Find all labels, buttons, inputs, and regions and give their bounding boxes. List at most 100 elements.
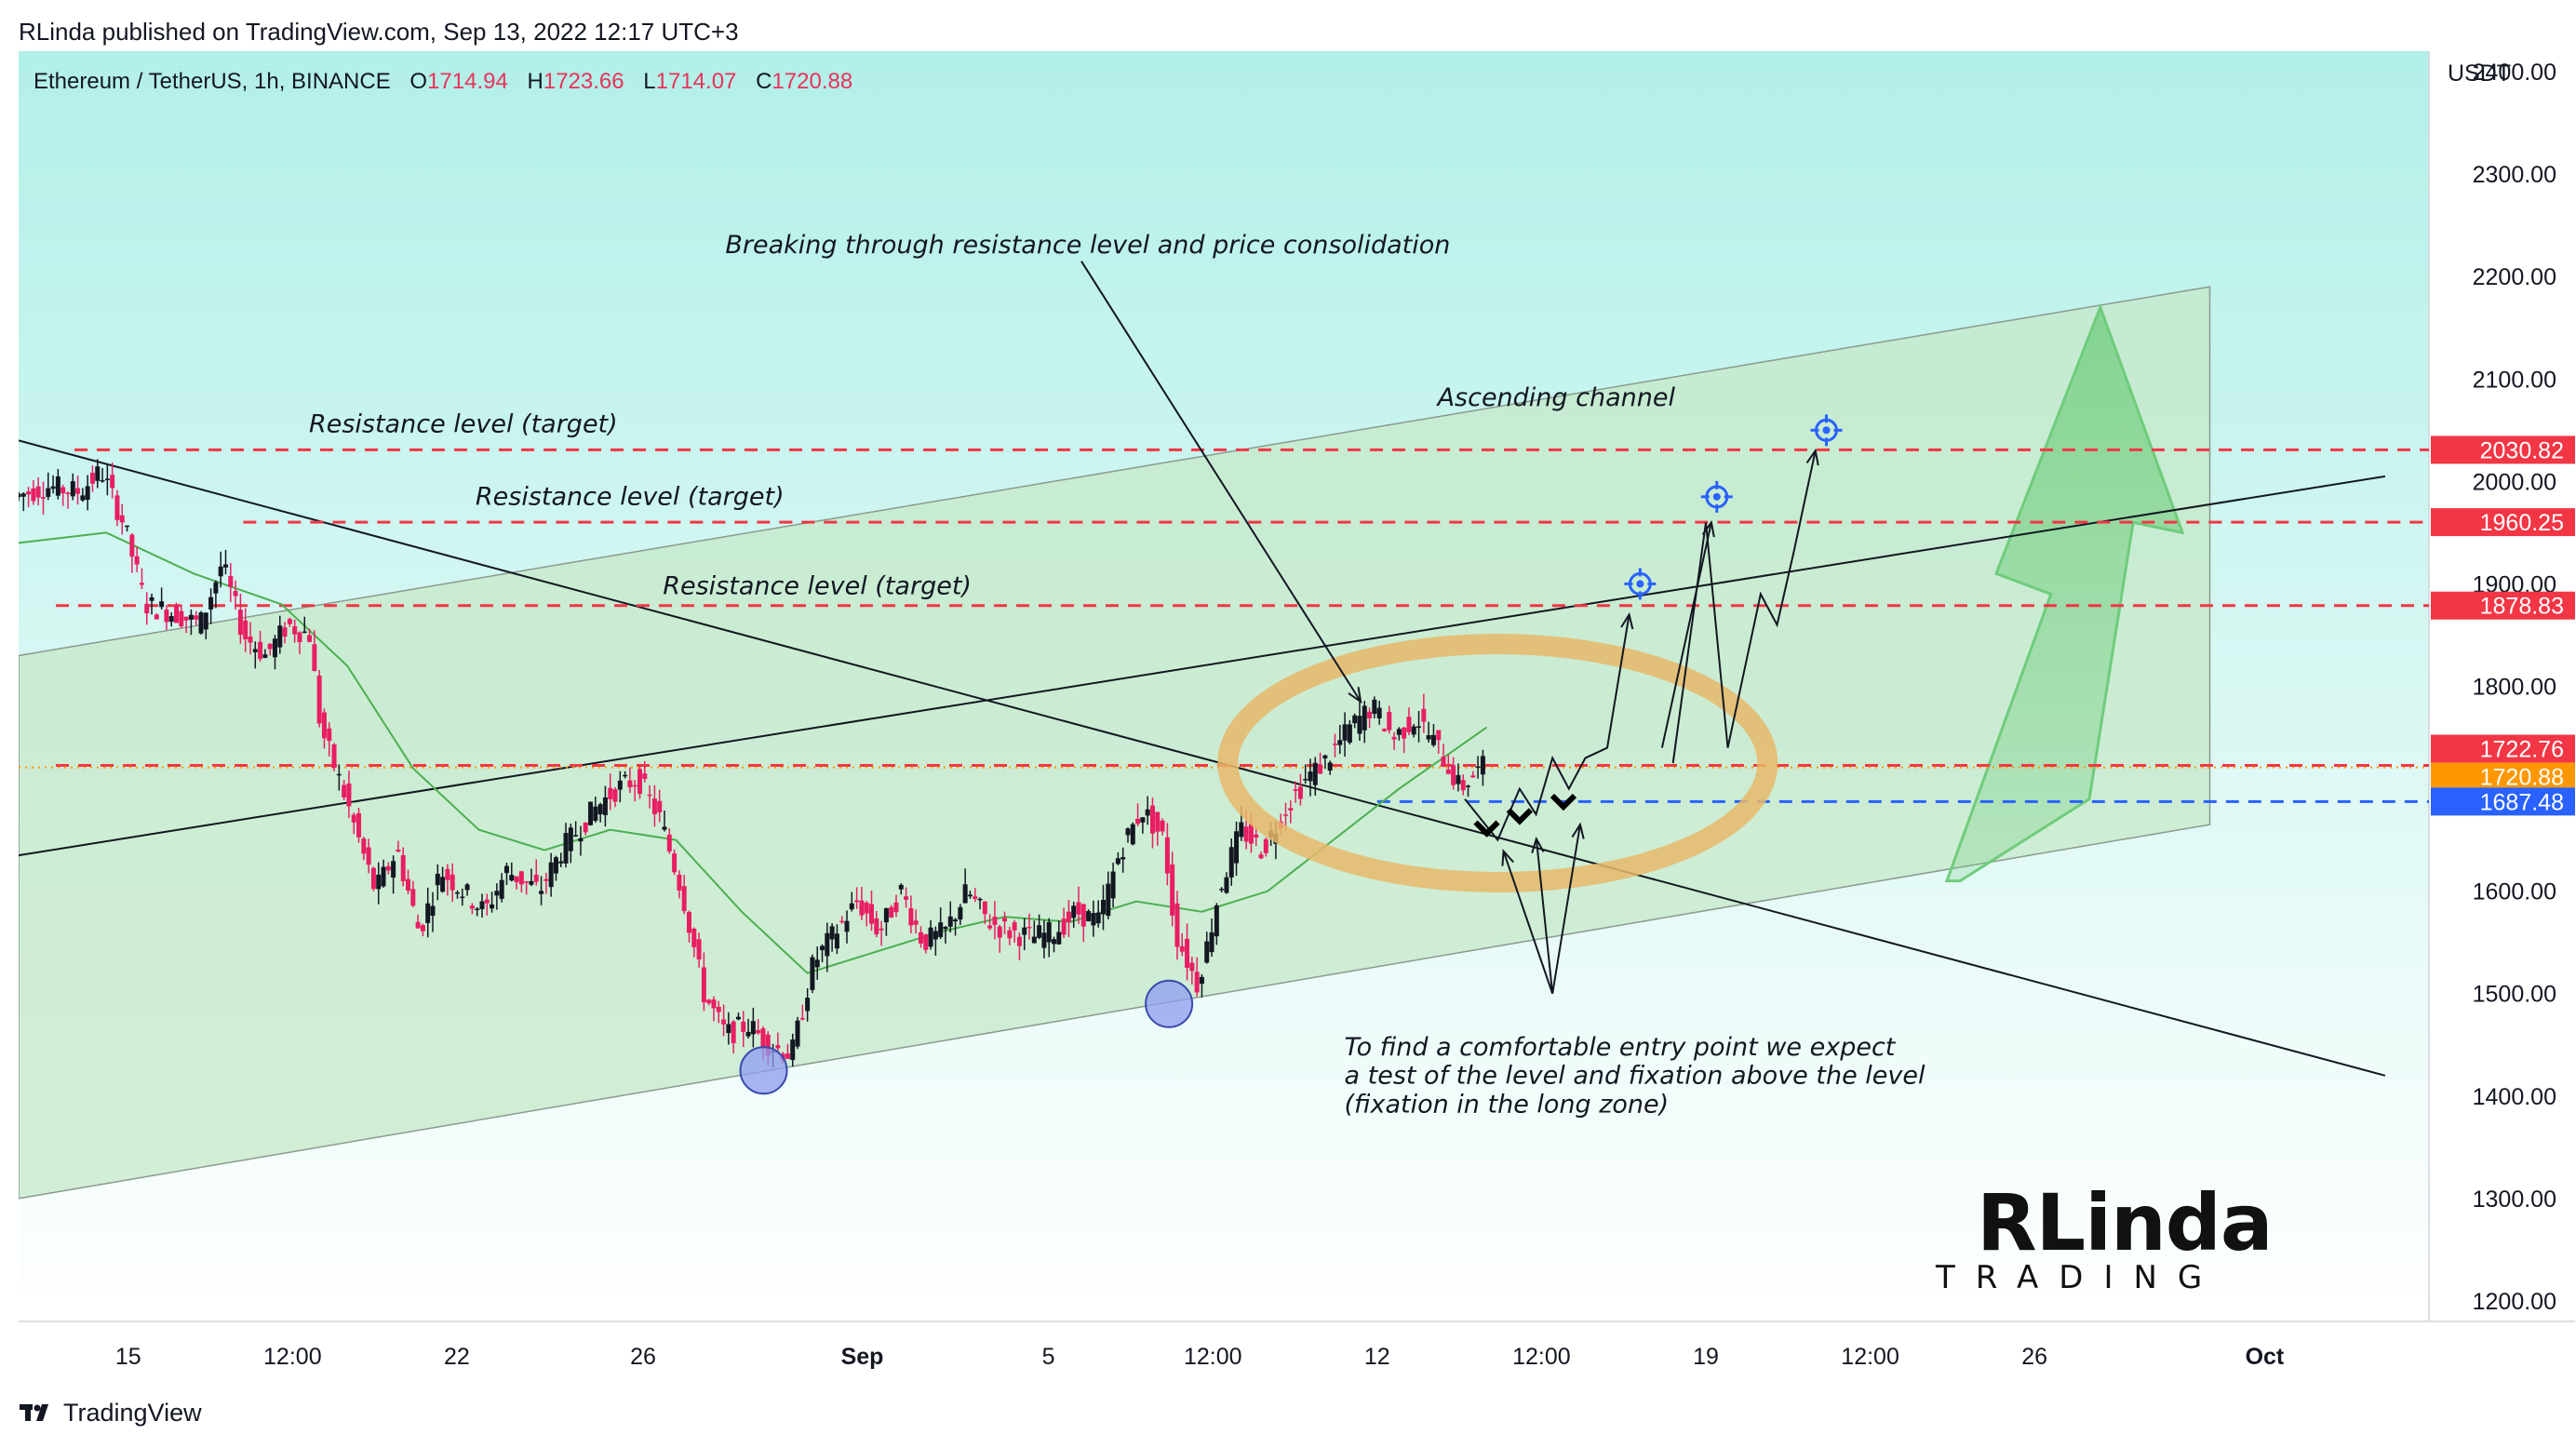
price-chart[interactable]: 1200.00 1300.00 1400.00 1500.00 1600.00 1800.… <box>19 51 2575 1382</box>
candle-body <box>1239 822 1244 838</box>
candle-body <box>125 525 130 528</box>
candle-body <box>258 641 263 660</box>
candle-body <box>879 928 884 931</box>
candle-body <box>1456 774 1461 784</box>
symbol-label[interactable]: Ethereum / TetherUS, 1h, BINANCE <box>34 69 391 94</box>
y-tick-label: 2300.00 <box>2473 162 2556 188</box>
candle-body <box>662 826 667 830</box>
candle-body <box>435 873 440 886</box>
candle-body <box>65 492 71 495</box>
candle-body <box>539 891 544 894</box>
candle-body <box>987 925 993 929</box>
candle-body <box>731 1021 736 1043</box>
candle-body <box>967 894 973 897</box>
low-key: L <box>643 69 656 94</box>
candle-body <box>1052 939 1057 945</box>
candle-body <box>1199 976 1204 985</box>
candle-body <box>1135 818 1141 825</box>
candle-body <box>760 1028 766 1048</box>
candle-body <box>1362 705 1367 731</box>
candle-body <box>114 495 120 520</box>
candle-body <box>218 566 223 577</box>
candle-body <box>593 806 598 821</box>
candle-body <box>1170 864 1175 916</box>
candle-body <box>46 488 51 497</box>
candle-body <box>627 780 633 788</box>
candle-body <box>932 931 938 940</box>
projection-path-c-line <box>1660 522 1712 748</box>
candle-body <box>1263 838 1268 853</box>
chart-frame[interactable]: 1200.00 1300.00 1400.00 1500.00 1600.00 1800.… <box>19 51 2575 1382</box>
candle-body <box>370 867 376 890</box>
swing-low-marker <box>1145 979 1194 1028</box>
candle-body <box>962 884 968 904</box>
close-value: 1720.88 <box>771 69 853 94</box>
candle-body <box>558 861 564 864</box>
candle-body <box>1421 708 1427 722</box>
candle-body <box>814 959 820 968</box>
candle-body <box>1347 724 1352 743</box>
rlinda-logo-sub: TRADING <box>1936 1259 2223 1296</box>
chevron-down-icon <box>1506 808 1533 825</box>
candle-body <box>1322 755 1328 758</box>
candle-body <box>1091 913 1096 926</box>
candle-body <box>844 920 850 932</box>
price-badge-bg <box>2431 591 2575 620</box>
candle-body <box>1470 775 1476 778</box>
candle-body <box>464 884 470 891</box>
x-tick-label: 12:00 <box>263 1344 322 1370</box>
candle-body <box>243 620 248 639</box>
entry-note-line-3: (fixation in the long zone) <box>1345 1090 1670 1119</box>
candle-body <box>484 899 490 904</box>
candle-body <box>1406 717 1412 732</box>
candle-body <box>228 575 234 587</box>
candle-body <box>1002 918 1008 922</box>
candle-body <box>297 632 302 642</box>
breakout-pointer-line <box>1080 261 1362 703</box>
resistance-note-2: Resistance level (target) <box>476 483 785 512</box>
candle-body <box>223 564 229 568</box>
x-tick-label: 12:00 <box>1841 1344 1899 1370</box>
candle-body <box>938 922 944 937</box>
candle-body <box>1430 734 1436 745</box>
target-dot <box>1822 426 1831 435</box>
candle-body <box>1145 809 1150 816</box>
candle-body <box>928 927 933 947</box>
candle-body <box>992 916 998 925</box>
candle-body <box>642 773 648 779</box>
candle-body <box>237 610 243 636</box>
candle-body <box>1352 715 1358 724</box>
candle-body <box>958 906 963 920</box>
channel-note: Ascending channel <box>1436 383 1676 412</box>
candle-body <box>1041 932 1047 948</box>
projection-arrow-icon <box>1805 448 1819 466</box>
candle-body <box>1445 769 1451 774</box>
high-key: H <box>527 69 543 94</box>
candle-body <box>89 473 95 484</box>
candle-body <box>321 712 327 739</box>
projection-arrow-icon <box>1620 611 1634 630</box>
candle-body <box>366 847 371 865</box>
candle-body <box>1224 877 1229 893</box>
candle-body <box>553 857 558 874</box>
x-tick-label: 26 <box>2021 1344 2047 1370</box>
candle-body <box>440 877 446 892</box>
tradingview-footer[interactable]: TradingView <box>19 1394 202 1431</box>
candle-body <box>1381 729 1387 731</box>
candle-body <box>711 999 717 1009</box>
candle-body <box>208 597 214 610</box>
candle-body <box>854 900 860 903</box>
candle-body <box>691 928 697 947</box>
y-tick-label: 2200.00 <box>2473 264 2556 290</box>
candle-body <box>1480 756 1485 775</box>
candle-body <box>529 880 534 885</box>
candle-body <box>198 612 204 634</box>
x-tick-label: Oct <box>2246 1344 2285 1370</box>
candle-body <box>1046 921 1052 943</box>
chart-legend: Ethereum / TetherUS, 1h, BINANCE O1714.9… <box>34 66 852 98</box>
candle-body <box>1179 945 1185 952</box>
candle-body <box>1061 918 1067 935</box>
candle-body <box>1130 824 1135 845</box>
ascending-channel <box>19 286 2211 1200</box>
candle-body <box>790 1039 796 1061</box>
